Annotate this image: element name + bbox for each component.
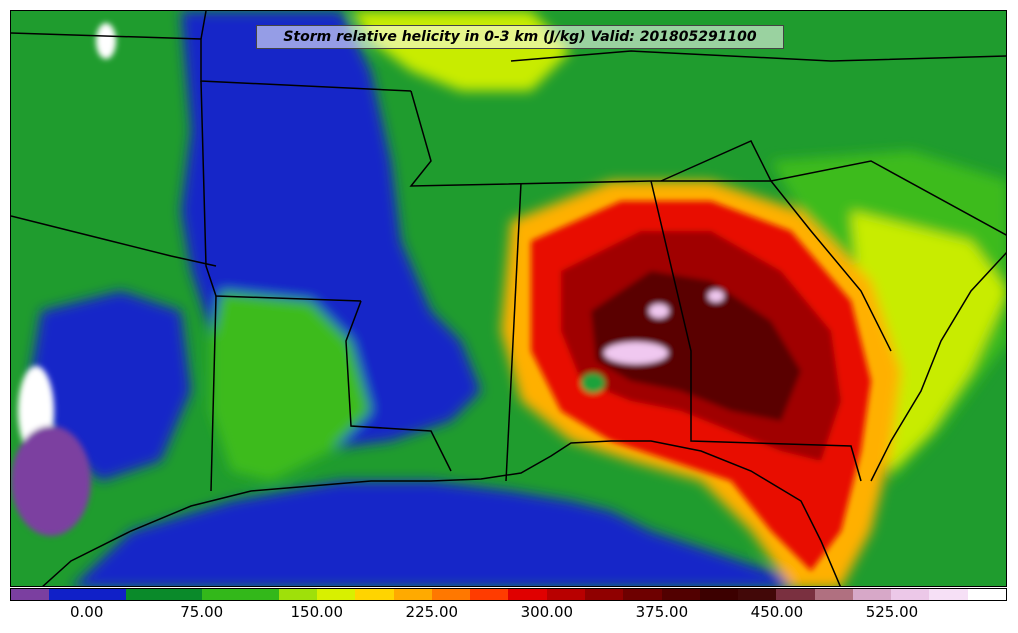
colorbar-segment [470,589,509,600]
colorbar-segment [431,589,471,600]
colorbar-segment [508,589,547,600]
peak-core-main [604,342,668,364]
lowlevel-blue-gulf [73,481,807,586]
colorbar-segment [11,589,50,600]
colorbar-segment [623,589,662,600]
colorbar-segment [699,589,739,600]
peak-core-ne [649,304,669,318]
colorbar-segment [814,589,853,600]
colorbar-segment [891,589,930,600]
helicity-field [11,11,1006,586]
colorbar-segment [240,589,279,600]
colorbar-segment [125,589,165,600]
colorbar-segment [393,589,432,600]
colorbar-ticks: 0.00 75.00 150.00 225.00 300.00 375.00 450.00 5… [10,601,1007,633]
colorbar-segment [278,589,318,600]
colorbar-segment [967,589,1006,600]
colorbar-segment [661,589,700,600]
colorbar-segment [355,589,394,600]
colorbar-segment [49,589,88,600]
colorbar-segment [546,589,585,600]
colorbar-segment [87,589,126,600]
lowlevel-green-region [211,291,371,481]
helicity-map: Storm relative helicity in 0-3 km (J/kg)… [10,10,1007,587]
colorbar-segment [317,589,356,600]
colorbar-tick-label: 150.00 [290,603,344,621]
colorbar-segment [202,589,241,600]
colorbar-tick-label: 75.00 [180,603,224,621]
colorbar-segment [776,589,815,600]
state-boundaries [11,11,1006,492]
colorbar-tick-label: 225.00 [405,603,459,621]
colorbar-segment [164,589,203,600]
colorbar-tick-label: 525.00 [865,603,919,621]
coastline [42,440,841,586]
colorbar [10,588,1007,601]
colorbar-tick-label: 375.00 [635,603,689,621]
map-title: Storm relative helicity in 0-3 km (J/kg)… [256,25,784,49]
colorbar-segment [929,589,968,600]
east-coastline [870,252,1006,482]
highlevel-maroon-core [591,271,801,421]
purple-area-west [11,426,91,536]
colorbar-segment [738,589,777,600]
colorbar-tick-label: 0.00 [69,603,104,621]
colorbar-segment [852,589,892,600]
colorbar-tick-label: 450.00 [750,603,804,621]
colorbar-tick-label: 300.00 [520,603,574,621]
colorbar-segment [584,589,624,600]
peak-core-e [708,290,724,302]
peak-core-center [581,373,605,393]
white-spot-north [96,23,116,59]
